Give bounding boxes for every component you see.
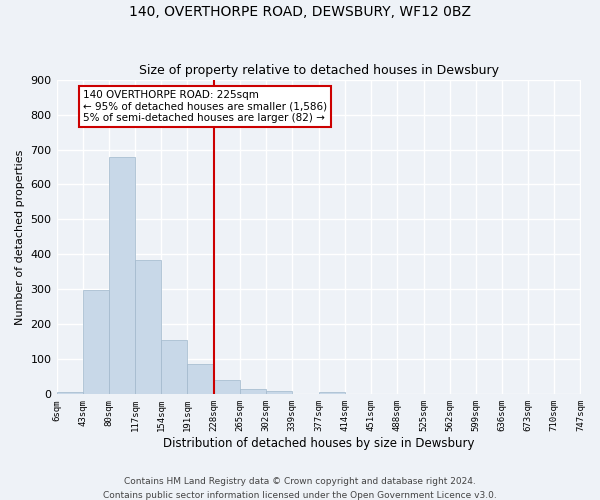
Bar — [319, 392, 345, 394]
Bar — [266, 391, 292, 394]
Text: 140 OVERTHORPE ROAD: 225sqm
← 95% of detached houses are smaller (1,586)
5% of s: 140 OVERTHORPE ROAD: 225sqm ← 95% of det… — [83, 90, 327, 123]
Text: 140, OVERTHORPE ROAD, DEWSBURY, WF12 0BZ: 140, OVERTHORPE ROAD, DEWSBURY, WF12 0BZ — [129, 5, 471, 19]
Bar — [56, 392, 83, 394]
Title: Size of property relative to detached houses in Dewsbury: Size of property relative to detached ho… — [139, 64, 499, 77]
Bar — [161, 340, 187, 394]
Text: Contains HM Land Registry data © Crown copyright and database right 2024.
Contai: Contains HM Land Registry data © Crown c… — [103, 478, 497, 500]
X-axis label: Distribution of detached houses by size in Dewsbury: Distribution of detached houses by size … — [163, 437, 474, 450]
Bar — [239, 389, 266, 394]
Bar — [187, 364, 214, 394]
Y-axis label: Number of detached properties: Number of detached properties — [15, 150, 25, 324]
Bar — [83, 290, 109, 395]
Bar — [135, 260, 161, 394]
Bar — [214, 380, 239, 394]
Bar — [109, 157, 135, 394]
